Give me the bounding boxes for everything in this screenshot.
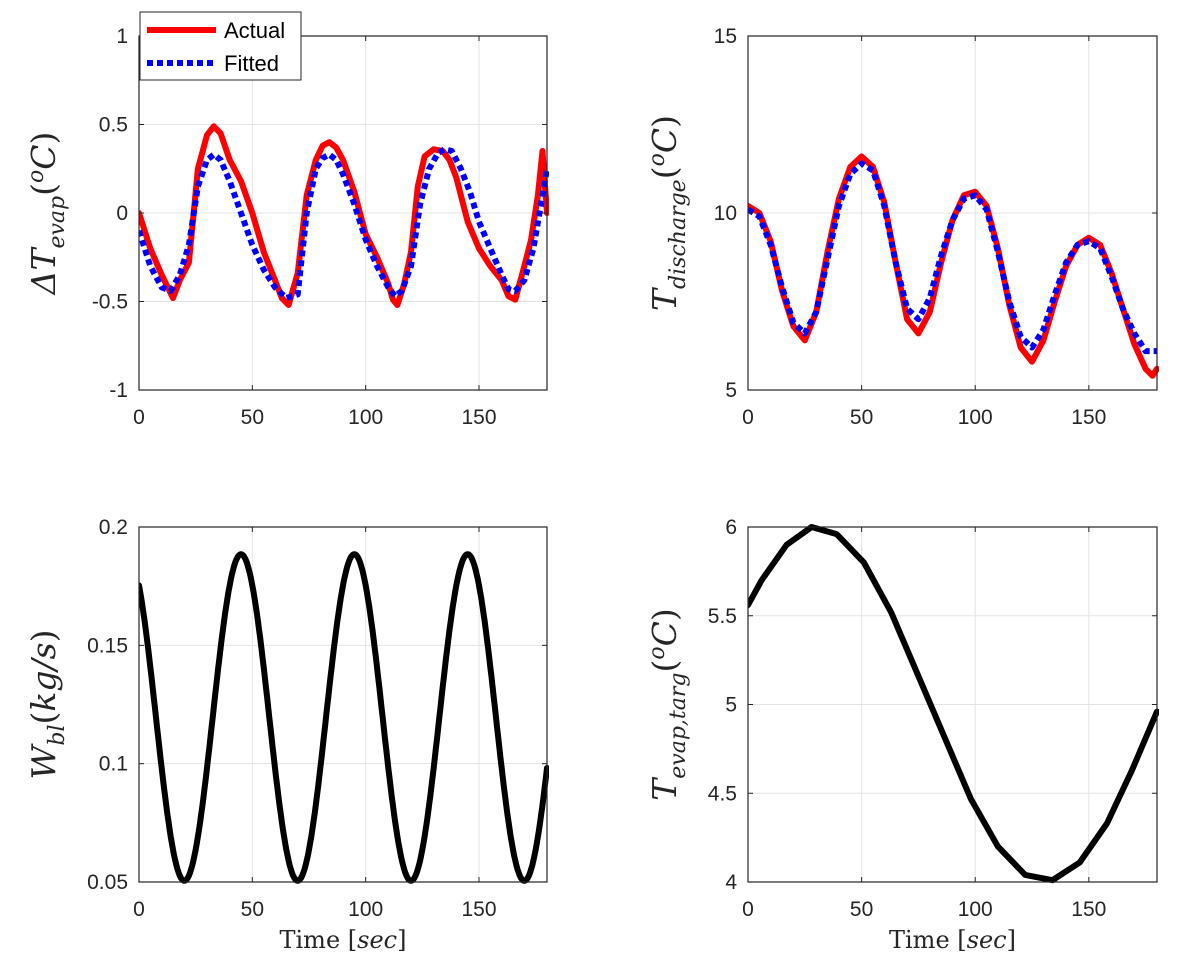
y-label-open-paren: (: [24, 712, 63, 725]
legend-label-fitted: Fitted: [224, 51, 279, 76]
x-tick-label: 0: [742, 406, 754, 429]
x-tick-label: 100: [958, 406, 993, 429]
y-label-close-paren: ): [645, 115, 684, 128]
y-label-superscript: o: [645, 646, 670, 659]
y-label-symbol: T: [645, 776, 684, 801]
y-label-unit: C: [645, 621, 684, 646]
x-label-close-bracket: ]: [397, 926, 406, 954]
x-tick-label: 100: [958, 898, 993, 921]
x-tick-label: 0: [133, 406, 145, 429]
y-label-open-paren: (: [645, 166, 684, 179]
x-label-open-bracket: [: [957, 926, 966, 954]
x-label-text: Time: [889, 926, 957, 954]
panel-w-bl: 0 50 100 150 0.05 0.1 0.15 0.2 Wbl(kg/s) Time [se…: [24, 516, 549, 954]
y-label-unit: kg/s: [24, 642, 63, 711]
y-tick-label: 5.5: [708, 605, 737, 628]
y-label-unit: C: [645, 128, 684, 153]
y-label-symbol: ΔT: [24, 246, 63, 297]
panel-delta-t-evap: 0 50 100 150 -1 -0.5 0 0.5 1 ΔTevap(oC) Actual Fitt…: [24, 11, 549, 429]
legend-box: [139, 11, 302, 81]
x-tick-label: 50: [850, 406, 873, 429]
y-tick-label: 5: [725, 379, 737, 402]
y-label-open-paren: (: [24, 183, 63, 196]
y-label-open-paren: (: [645, 660, 684, 673]
y-tick-label: 15: [714, 25, 737, 48]
x-label-open-bracket: [: [348, 926, 357, 954]
y-label-subscript: bl: [45, 724, 70, 745]
x-tick-label: 150: [1071, 406, 1106, 429]
series-line-actual: [748, 153, 1159, 379]
series-line-fitted: [748, 160, 1157, 355]
x-tick-label: 150: [1071, 898, 1106, 921]
y-axis-label: ΔTevap(oC): [24, 132, 70, 297]
y-axis-label: Tevap,targ(oC): [645, 608, 691, 800]
legend-label-actual: Actual: [224, 18, 285, 43]
x-tick-label: 100: [348, 406, 383, 429]
x-tick-label: 100: [348, 898, 383, 921]
x-label-unit: sec: [967, 926, 1007, 954]
y-tick-label: 6: [725, 516, 737, 539]
y-tick-label: 5: [725, 694, 737, 717]
y-axis-label: Wbl(kg/s): [24, 630, 70, 780]
y-label-superscript: o: [24, 170, 49, 183]
y-tick-label: 10: [714, 202, 737, 225]
y-label-subscript: evap: [45, 196, 70, 249]
x-label-text: Time: [280, 926, 348, 954]
y-tick-label: 0.5: [99, 114, 128, 137]
y-tick-label: 0.2: [99, 516, 128, 539]
y-label-close-paren: ): [24, 630, 63, 643]
series-line-actual: [139, 123, 549, 308]
y-label-subscript: discharge: [666, 179, 691, 289]
x-label-close-bracket: ]: [1007, 926, 1016, 954]
panel-t-discharge: 0 50 100 150 5 10 15 Tdischarge(oC): [645, 25, 1159, 429]
y-tick-label: 4.5: [708, 782, 737, 805]
y-label-close-paren: ): [645, 608, 684, 621]
x-axis-label: Time [sec]: [889, 926, 1016, 954]
y-axis-label: Tdischarge(oC): [645, 115, 691, 311]
series-line-fitted: [139, 146, 549, 301]
y-tick-label: -0.5: [92, 291, 128, 314]
y-tick-label: 0.15: [87, 634, 128, 657]
legend: Actual Fitted: [139, 11, 302, 81]
y-label-unit: C: [24, 145, 63, 170]
x-axis-label: Time [sec]: [280, 926, 407, 954]
y-tick-label: -1: [109, 379, 128, 402]
y-label-close-paren: ): [24, 132, 63, 145]
axes-box: [138, 526, 548, 883]
x-label-unit: sec: [357, 926, 397, 954]
x-tick-label: 50: [241, 406, 264, 429]
panel-t-evap-targ: 0 50 100 150 4 4.5 5 5.5 6 Tevap,targ(oC) Time [se…: [645, 516, 1159, 954]
x-tick-label: 150: [461, 898, 496, 921]
x-tick-label: 0: [742, 898, 754, 921]
y-label-superscript: o: [645, 153, 670, 166]
y-label-symbol: T: [645, 286, 684, 311]
y-label-symbol: W: [24, 742, 63, 779]
x-tick-label: 50: [241, 898, 264, 921]
y-label-subscript: evap,targ: [666, 673, 691, 779]
x-tick-label: 50: [850, 898, 873, 921]
series-line-w-bl: [139, 551, 549, 884]
y-tick-label: 0.05: [87, 871, 128, 894]
y-tick-label: 0: [116, 202, 128, 225]
series-line-t-evap-targ: [748, 524, 1159, 884]
y-tick-label: 4: [725, 871, 737, 894]
y-tick-label: 1: [116, 25, 128, 48]
x-tick-label: 150: [461, 406, 496, 429]
x-tick-label: 0: [133, 898, 145, 921]
y-tick-label: 0.1: [99, 753, 128, 776]
